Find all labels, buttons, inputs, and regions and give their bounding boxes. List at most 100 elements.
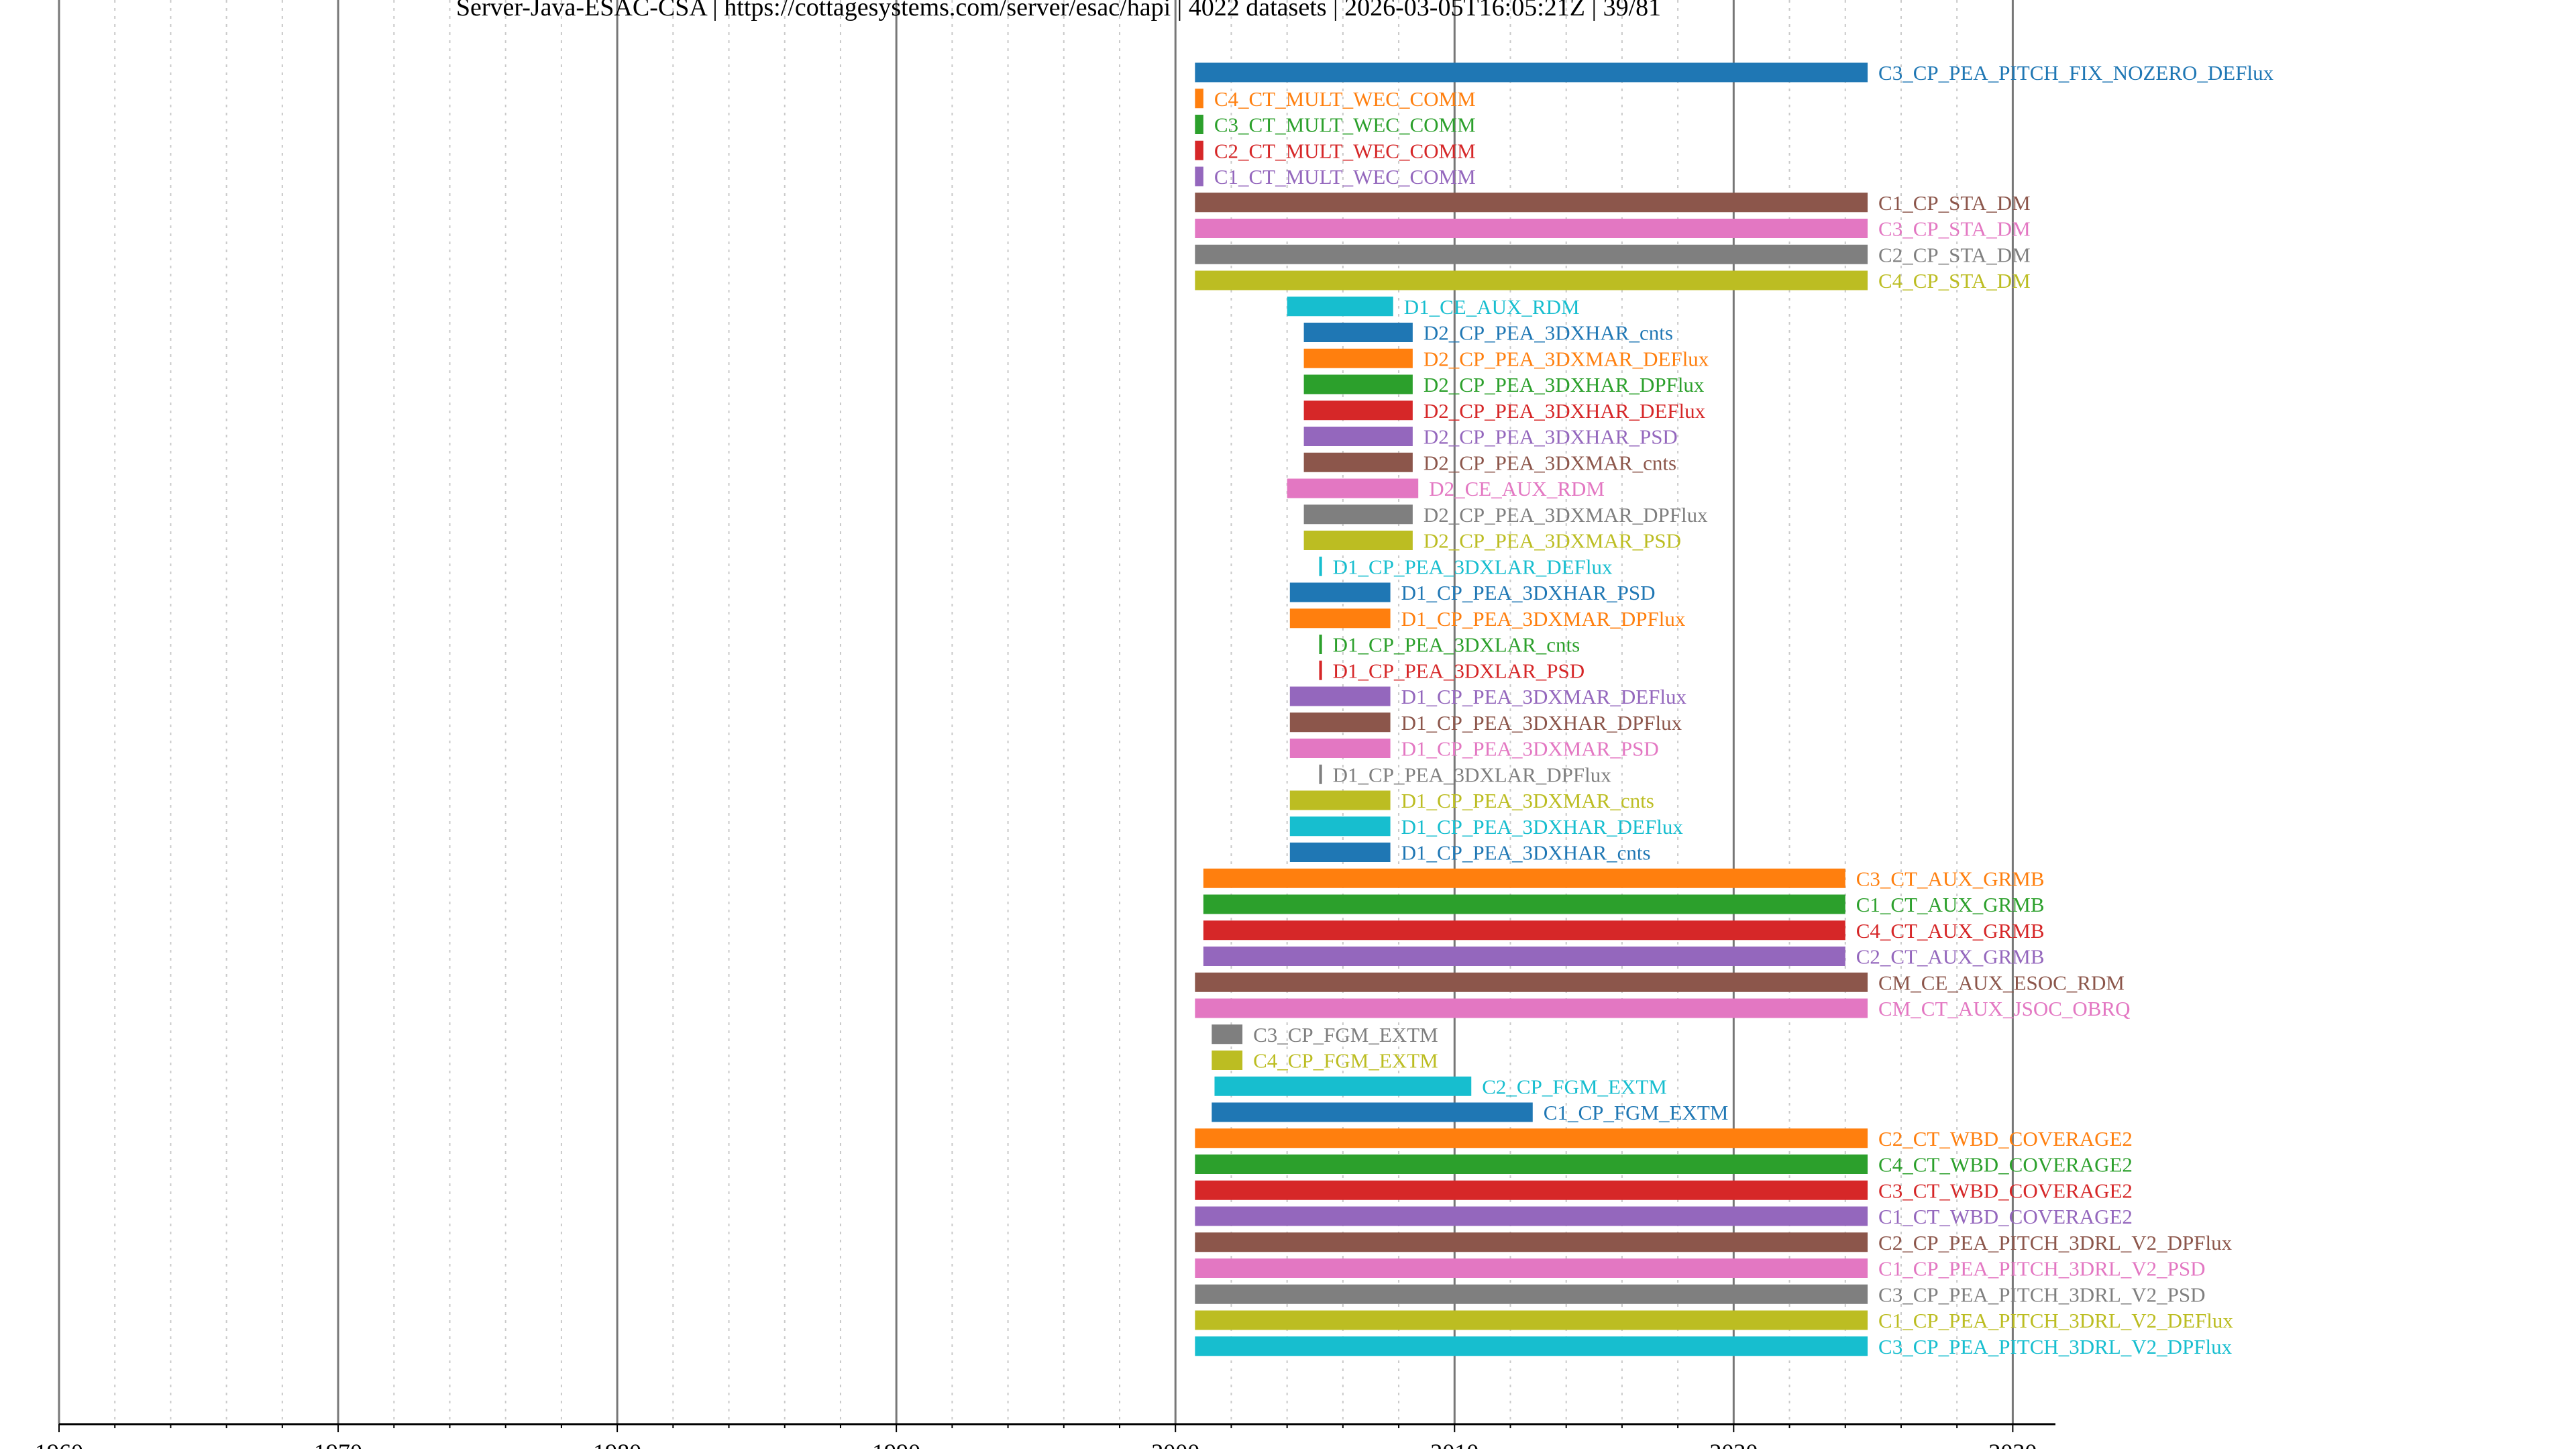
dataset-row[interactable]: D1_CE_AUX_RDM xyxy=(1287,295,1580,319)
dataset-bar[interactable] xyxy=(1303,504,1413,525)
dataset-bar[interactable] xyxy=(1203,868,1845,888)
dataset-row[interactable]: D1_CP_PEA_3DXMAR_cnts xyxy=(1289,789,1654,812)
dataset-row[interactable]: C1_CT_WBD_COVERAGE2 xyxy=(1195,1205,2133,1228)
dataset-row[interactable]: D1_CP_PEA_3DXMAR_DEFlux xyxy=(1289,685,1687,708)
dataset-row[interactable]: C3_CP_PEA_PITCH_3DRL_V2_DPFlux xyxy=(1195,1335,2233,1358)
dataset-bar[interactable] xyxy=(1195,998,1868,1018)
dataset-row[interactable]: D2_CE_AUX_RDM xyxy=(1287,477,1605,500)
dataset-row[interactable]: C1_CT_AUX_GRMB xyxy=(1203,893,2045,916)
dataset-row[interactable]: C3_CT_MULT_WEC_COMM xyxy=(1195,113,1476,137)
dataset-row[interactable]: D1_CP_PEA_3DXLAR_PSD xyxy=(1319,659,1585,682)
dataset-row[interactable]: C2_CT_MULT_WEC_COMM xyxy=(1195,139,1476,162)
dataset-bar[interactable] xyxy=(1212,1051,1243,1070)
dataset-bar[interactable] xyxy=(1287,478,1419,498)
dataset-row[interactable]: C3_CT_AUX_GRMB xyxy=(1203,867,2045,890)
dataset-row[interactable]: CM_CT_AUX_JSOC_OBRQ xyxy=(1195,997,2131,1020)
dataset-bar[interactable] xyxy=(1203,920,1845,941)
dataset-bar[interactable] xyxy=(1195,219,1868,238)
dataset-bar[interactable] xyxy=(1195,1336,1868,1356)
dataset-row[interactable]: D2_CP_PEA_3DXMAR_DEFlux xyxy=(1303,347,1709,370)
dataset-bar[interactable] xyxy=(1303,400,1413,421)
dataset-bar[interactable] xyxy=(1195,193,1868,213)
dataset-row[interactable]: C3_CP_PEA_PITCH_FIX_NOZERO_DEFlux xyxy=(1195,61,2274,85)
dataset-row[interactable]: C2_CT_AUX_GRMB xyxy=(1203,945,2045,969)
dataset-bar[interactable] xyxy=(1203,894,1845,914)
dataset-bar[interactable] xyxy=(1195,62,1868,83)
dataset-bar[interactable] xyxy=(1319,556,1322,576)
dataset-row[interactable]: C4_CP_FGM_EXTM xyxy=(1212,1049,1438,1073)
dataset-row[interactable]: D1_CP_PEA_3DXHAR_cnts xyxy=(1289,841,1651,865)
dataset-row[interactable]: D2_CP_PEA_3DXHAR_PSD xyxy=(1303,425,1678,449)
dataset-row[interactable]: C2_CP_PEA_PITCH_3DRL_V2_DPFlux xyxy=(1195,1231,2233,1254)
dataset-bar[interactable] xyxy=(1289,816,1391,837)
dataset-bar[interactable] xyxy=(1195,140,1203,160)
dataset-bar[interactable] xyxy=(1195,1232,1868,1252)
dataset-bar[interactable] xyxy=(1195,244,1868,264)
dataset-row[interactable]: C3_CP_STA_DM xyxy=(1195,217,2031,241)
dataset-row[interactable]: C3_CP_FGM_EXTM xyxy=(1212,1023,1438,1046)
dataset-bar[interactable] xyxy=(1195,89,1203,109)
dataset-row[interactable]: D1_CP_PEA_3DXHAR_PSD xyxy=(1289,581,1656,604)
dataset-bar[interactable] xyxy=(1319,764,1322,784)
dataset-row[interactable]: D2_CP_PEA_3DXHAR_DEFlux xyxy=(1303,399,1706,423)
dataset-bar[interactable] xyxy=(1303,452,1413,472)
dataset-row[interactable]: D1_CP_PEA_3DXHAR_DPFlux xyxy=(1289,711,1682,735)
dataset-bar[interactable] xyxy=(1195,115,1203,134)
dataset-row[interactable]: D1_CP_PEA_3DXLAR_DEFlux xyxy=(1319,555,1613,578)
dataset-row[interactable]: D2_CP_PEA_3DXMAR_PSD xyxy=(1303,529,1681,553)
dataset-row[interactable]: C1_CP_PEA_PITCH_3DRL_V2_PSD xyxy=(1195,1257,2206,1281)
dataset-row[interactable]: C3_CP_PEA_PITCH_3DRL_V2_PSD xyxy=(1195,1283,2206,1306)
dataset-bar[interactable] xyxy=(1212,1024,1243,1044)
dataset-bar[interactable] xyxy=(1303,323,1413,342)
dataset-bar[interactable] xyxy=(1203,947,1845,966)
dataset-bar[interactable] xyxy=(1195,270,1868,290)
dataset-row[interactable]: D2_CP_PEA_3DXMAR_DPFlux xyxy=(1303,503,1709,527)
dataset-row[interactable]: D2_CP_PEA_3DXHAR_cnts xyxy=(1303,321,1673,345)
dataset-bar[interactable] xyxy=(1289,686,1391,706)
dataset-bar[interactable] xyxy=(1195,972,1868,992)
dataset-bar[interactable] xyxy=(1319,660,1322,680)
dataset-row[interactable]: C4_CT_MULT_WEC_COMM xyxy=(1195,87,1476,111)
dataset-row[interactable]: D2_CP_PEA_3DXMAR_cnts xyxy=(1303,451,1676,474)
dataset-bar[interactable] xyxy=(1212,1102,1533,1122)
dataset-row[interactable]: D1_CP_PEA_3DXMAR_DPFlux xyxy=(1289,607,1686,631)
dataset-bar[interactable] xyxy=(1303,531,1413,550)
dataset-row[interactable]: D1_CP_PEA_3DXLAR_cnts xyxy=(1319,633,1580,657)
dataset-row[interactable]: C1_CT_MULT_WEC_COMM xyxy=(1195,165,1476,189)
dataset-row[interactable]: C3_CT_WBD_COVERAGE2 xyxy=(1195,1179,2133,1202)
dataset-bar[interactable] xyxy=(1289,790,1391,810)
dataset-row[interactable]: C1_CP_STA_DM xyxy=(1195,191,2031,215)
dataset-row[interactable]: C2_CP_FGM_EXTM xyxy=(1214,1075,1667,1098)
dataset-row[interactable]: C4_CT_WBD_COVERAGE2 xyxy=(1195,1153,2133,1177)
dataset-bar[interactable] xyxy=(1195,1258,1868,1278)
dataset-bar[interactable] xyxy=(1289,608,1391,629)
dataset-bar[interactable] xyxy=(1287,297,1393,317)
dataset-bar[interactable] xyxy=(1195,1128,1868,1148)
dataset-row[interactable]: CM_CE_AUX_ESOC_RDM xyxy=(1195,971,2125,994)
dataset-bar[interactable] xyxy=(1289,843,1391,862)
dataset-bar[interactable] xyxy=(1319,635,1322,654)
dataset-bar[interactable] xyxy=(1195,1310,1868,1330)
dataset-bar[interactable] xyxy=(1195,1206,1868,1226)
dataset-bar[interactable] xyxy=(1303,427,1413,446)
dataset-bar[interactable] xyxy=(1303,374,1413,394)
dataset-bar[interactable] xyxy=(1195,1284,1868,1304)
dataset-row[interactable]: C1_CP_PEA_PITCH_3DRL_V2_DEFlux xyxy=(1195,1309,2233,1332)
dataset-bar[interactable] xyxy=(1303,348,1413,368)
dataset-bar[interactable] xyxy=(1289,739,1391,758)
dataset-bar[interactable] xyxy=(1195,1180,1868,1200)
dataset-bar[interactable] xyxy=(1289,712,1391,733)
dataset-row[interactable]: C2_CT_WBD_COVERAGE2 xyxy=(1195,1127,2133,1150)
dataset-row[interactable]: C2_CP_STA_DM xyxy=(1195,243,2031,266)
dataset-bar[interactable] xyxy=(1195,1155,1868,1174)
dataset-bar[interactable] xyxy=(1214,1076,1472,1096)
dataset-row[interactable]: C1_CP_FGM_EXTM xyxy=(1212,1101,1728,1124)
dataset-row[interactable]: C4_CP_STA_DM xyxy=(1195,269,2031,292)
dataset-bar[interactable] xyxy=(1195,166,1203,186)
dataset-row[interactable]: C4_CT_AUX_GRMB xyxy=(1203,919,2045,943)
dataset-row[interactable]: D1_CP_PEA_3DXMAR_PSD xyxy=(1289,737,1659,761)
dataset-row[interactable]: D2_CP_PEA_3DXHAR_DPFlux xyxy=(1303,373,1705,396)
dataset-row[interactable]: D1_CP_PEA_3DXLAR_DPFlux xyxy=(1319,763,1611,786)
dataset-bar[interactable] xyxy=(1289,582,1391,602)
dataset-row[interactable]: D1_CP_PEA_3DXHAR_DEFlux xyxy=(1289,815,1684,839)
